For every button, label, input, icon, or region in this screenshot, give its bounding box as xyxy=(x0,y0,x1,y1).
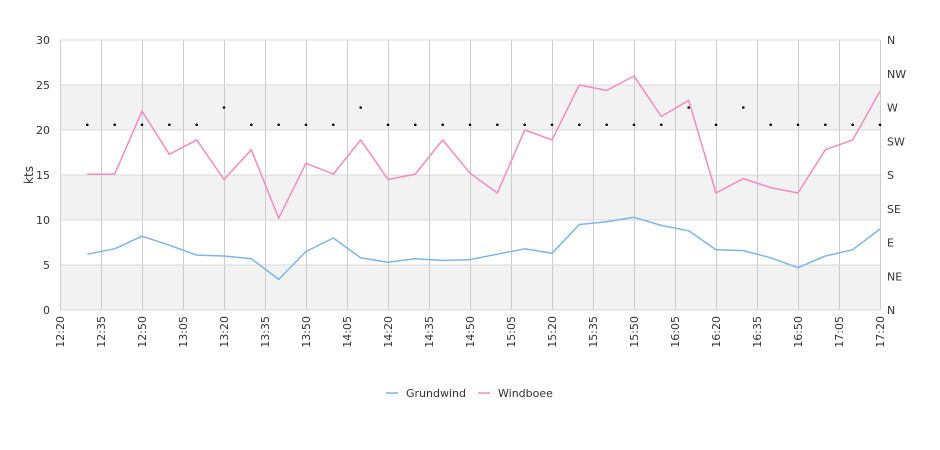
direction-point xyxy=(851,123,854,127)
direction-point xyxy=(523,123,526,127)
direction-point xyxy=(113,123,116,127)
x-tick-label: 15:05 xyxy=(505,316,518,348)
x-tick-label: 16:50 xyxy=(792,316,805,348)
x-tick-label: 13:20 xyxy=(218,316,231,348)
x-tick-label: 12:35 xyxy=(95,316,108,348)
y2-tick-label: W xyxy=(887,102,898,115)
x-tick-label: 14:20 xyxy=(382,316,395,348)
direction-markers xyxy=(86,106,882,127)
direction-point xyxy=(304,123,308,127)
legend-item[interactable]: Windboee xyxy=(478,387,553,400)
direction-point xyxy=(742,106,745,109)
direction-point xyxy=(878,123,882,127)
direction-point xyxy=(359,106,362,109)
x-tick-label: 13:35 xyxy=(259,316,272,348)
y2-tick-label: E xyxy=(887,237,894,250)
y-tick-label: 15 xyxy=(36,169,50,182)
direction-point xyxy=(468,123,472,127)
direction-point xyxy=(386,123,390,127)
direction-point xyxy=(769,123,772,127)
y-tick-label: 20 xyxy=(36,124,50,137)
direction-point xyxy=(660,123,663,127)
direction-point xyxy=(714,123,718,127)
y2-tick-label: NW xyxy=(887,68,906,81)
series-line-windboee xyxy=(87,75,881,219)
direction-point xyxy=(140,123,144,127)
x-tick-label: 15:20 xyxy=(546,316,559,348)
direction-point xyxy=(332,123,335,127)
y2-tick-label: NE xyxy=(887,270,902,283)
x-tick-label: 12:50 xyxy=(136,316,149,348)
direction-point xyxy=(824,123,827,127)
horizontal-gridlines xyxy=(60,39,880,311)
series-line-grundwind xyxy=(87,216,881,281)
direction-point xyxy=(550,123,554,127)
y2-tick-label: N xyxy=(887,304,895,317)
direction-point xyxy=(195,123,198,127)
direction-point xyxy=(414,123,417,127)
x-tick-label: 13:50 xyxy=(300,316,313,348)
direction-point xyxy=(578,123,581,127)
x-tick-label: 16:35 xyxy=(751,316,764,348)
direction-point xyxy=(441,123,444,127)
x-tick-label: 14:50 xyxy=(464,316,477,348)
legend-item[interactable]: Grundwind xyxy=(386,387,466,400)
x-tick-label: 16:20 xyxy=(710,316,723,348)
x-tick-label: 14:35 xyxy=(423,316,436,348)
y-axis-tick-labels: 0 5 10 15 20 25 30 xyxy=(36,34,50,317)
direction-point xyxy=(632,123,636,127)
legend-label: Grundwind xyxy=(406,387,466,400)
y-axis-title: kts xyxy=(22,166,36,184)
direction-point xyxy=(496,123,499,127)
y2-axis-tick-labels: N NE E SE S SW W NW N xyxy=(887,34,906,317)
x-tick-label: 14:05 xyxy=(341,316,354,348)
x-tick-label: 13:05 xyxy=(177,316,190,348)
direction-point xyxy=(168,123,171,127)
y2-tick-label: SE xyxy=(887,203,901,216)
y2-tick-label: S xyxy=(887,169,894,182)
y-tick-label: 30 xyxy=(36,34,50,47)
y2-tick-label: SW xyxy=(887,135,905,148)
x-axis-tick-labels: 12:20 12:35 12:50 13:05 13:20 13:35 13:50 14:05… xyxy=(54,316,887,348)
series-lines xyxy=(87,75,881,281)
direction-point xyxy=(222,106,226,109)
y2-tick-label: N xyxy=(887,34,895,47)
direction-point xyxy=(86,123,89,127)
x-tick-label: 16:05 xyxy=(669,316,682,348)
x-tick-label: 15:50 xyxy=(628,316,641,348)
x-tick-label: 15:35 xyxy=(587,316,600,348)
direction-point xyxy=(796,123,800,127)
legend-label: Windboee xyxy=(498,387,553,400)
y-tick-label: 5 xyxy=(43,259,50,272)
legend: Grundwind Windboee xyxy=(386,387,553,400)
y-tick-label: 0 xyxy=(43,304,50,317)
direction-point xyxy=(687,106,690,109)
y-tick-label: 25 xyxy=(36,79,50,92)
x-tick-label: 17:20 xyxy=(874,316,887,348)
direction-point xyxy=(605,123,608,127)
direction-point xyxy=(250,123,253,127)
y-tick-label: 10 xyxy=(36,214,50,227)
x-tick-label: 12:20 xyxy=(54,316,67,348)
direction-point xyxy=(277,123,280,127)
x-tick-label: 17:05 xyxy=(833,316,846,348)
